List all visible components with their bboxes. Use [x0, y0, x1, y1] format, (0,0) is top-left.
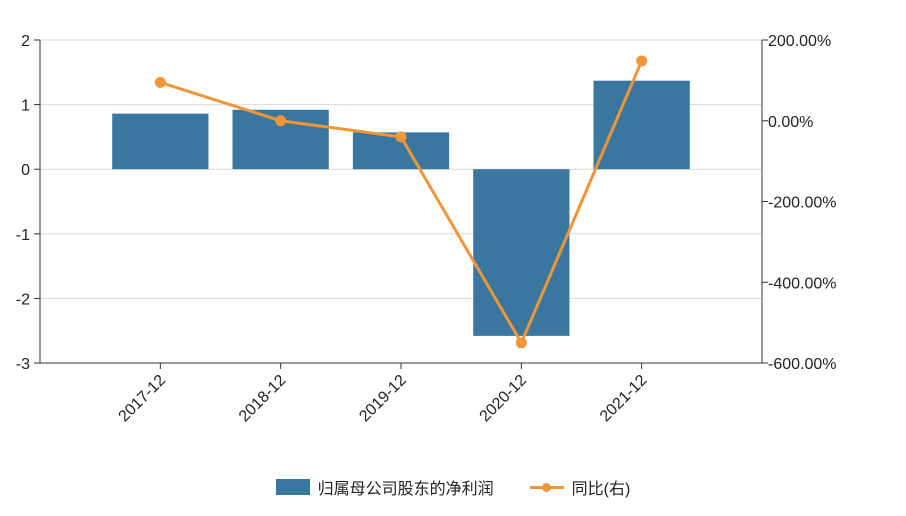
left-tick-label: -2 [16, 291, 30, 308]
left-tick-label: -3 [16, 356, 30, 373]
x-tick-label: 2019-12 [356, 372, 410, 426]
x-tick-label: 2018-12 [236, 372, 290, 426]
bar [112, 113, 209, 170]
legend-item-bar[interactable]: 归属母公司股东的净利润 [275, 475, 494, 499]
bar [473, 169, 570, 336]
bar [593, 80, 690, 170]
line-point [515, 337, 527, 349]
left-tick-label: 0 [21, 162, 30, 179]
right-tick-label: -400.00% [768, 275, 837, 292]
left-tick-label: 2 [21, 33, 30, 50]
x-tick-label: 2017-12 [116, 372, 170, 426]
line-point [636, 55, 648, 67]
right-tick-label: 200.00% [768, 33, 831, 50]
left-tick-label: 1 [21, 98, 30, 115]
line-point [154, 76, 166, 88]
right-tick-label: -600.00% [768, 356, 837, 373]
line-point [395, 131, 407, 143]
x-tick-label: 2021-12 [597, 372, 651, 426]
right-tick-label: -200.00% [768, 195, 837, 212]
legend-swatch-line [529, 479, 564, 495]
x-tick-label: 2020-12 [477, 372, 531, 426]
legend-swatch-bar [275, 479, 310, 495]
legend: 归属母公司股东的净利润 同比(右) [0, 472, 906, 502]
right-tick-label: 0.00% [768, 114, 813, 131]
left-tick-label: -1 [16, 227, 30, 244]
legend-item-line[interactable]: 同比(右) [529, 475, 631, 499]
line-point [275, 115, 287, 127]
legend-label-bar: 归属母公司股东的净利润 [317, 481, 494, 498]
legend-label-line: 同比(右) [571, 481, 631, 498]
